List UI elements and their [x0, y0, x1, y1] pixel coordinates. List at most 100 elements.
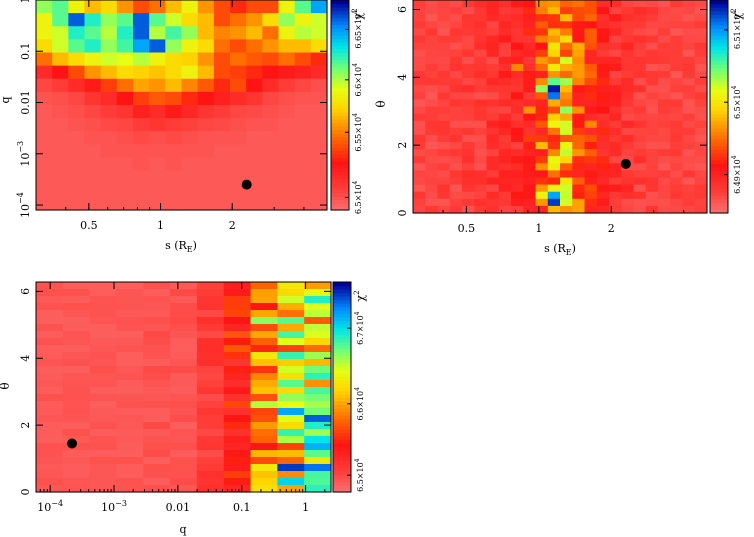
heatmap-cell: [170, 457, 198, 465]
heatmap-cell: [609, 35, 622, 44]
heatmap-cell: [633, 14, 647, 22]
heatmap-cell: [278, 65, 296, 80]
colorbar-segment: [710, 145, 728, 150]
colorbar-segment: [710, 138, 728, 143]
heatmap-cell: [84, 183, 102, 198]
heatmap-cell: [62, 415, 91, 423]
heatmap-cell: [52, 105, 69, 119]
heatmap-cell: [621, 71, 635, 79]
heatmap-cell: [596, 42, 610, 51]
heatmap-cell: [596, 205, 610, 214]
heatmap-cell: [170, 324, 198, 332]
colorbar-segment: [333, 303, 351, 308]
colorbar-segment: [333, 436, 351, 441]
heatmap-cell: [181, 157, 199, 172]
heatmap-cell: [89, 457, 118, 465]
x-tick-label: 0.5: [458, 222, 476, 235]
colorbar-segment: [333, 488, 351, 493]
heatmap-cell: [572, 120, 586, 129]
heatmap-cell: [223, 436, 252, 444]
heatmap-cell: [596, 63, 610, 72]
heatmap-cell: [196, 366, 225, 374]
heatmap-cell: [609, 63, 622, 72]
heatmap-cell: [425, 85, 439, 93]
y-tick-label: 4: [19, 355, 32, 362]
heatmap-cell: [149, 91, 166, 106]
heatmap-cell: [230, 118, 247, 132]
heatmap-cell: [230, 144, 247, 159]
heatmap-cell: [89, 310, 118, 318]
heatmap-cell: [170, 282, 198, 290]
heatmap-cell: [133, 196, 150, 211]
colorbar-tick-label: 6.5×104: [731, 85, 743, 119]
heatmap-cell: [547, 205, 561, 214]
heatmap-cell: [250, 471, 278, 479]
heatmap-cell: [181, 131, 199, 145]
heatmap-cell: [498, 156, 512, 164]
heatmap-cell: [116, 352, 144, 360]
heatmap-cell: [149, 65, 166, 80]
heatmap-cell: [486, 156, 500, 164]
colorbar-segment: [710, 7, 728, 12]
heatmap-cell: [511, 127, 524, 136]
heatmap-cell: [609, 71, 622, 79]
heatmap-cell: [523, 149, 537, 157]
heatmap-cell: [116, 52, 134, 67]
heatmap-cell: [143, 387, 171, 395]
heatmap-cell: [498, 92, 512, 100]
heatmap-cell: [213, 157, 231, 172]
colorbar-tick-label: 6.6×104: [354, 387, 366, 421]
heatmap-cell: [196, 464, 225, 472]
heatmap-cell: [523, 21, 537, 29]
heatmap-cell: [584, 92, 598, 100]
heatmap-cell: [262, 52, 280, 67]
heatmap-cell: [425, 198, 439, 207]
heatmap-cell: [523, 156, 537, 164]
heatmap-cell: [116, 478, 144, 486]
heatmap-cell: [310, 183, 328, 198]
heatmap-cell: [596, 56, 610, 65]
heatmap-cell: [197, 13, 215, 27]
heatmap-cell: [437, 78, 451, 86]
heatmap-cell: [462, 156, 475, 164]
heatmap-cell: [511, 7, 524, 15]
heatmap-cell: [277, 352, 305, 360]
heatmap-cell: [278, 157, 296, 172]
colorbar-segment: [710, 131, 728, 136]
heatmap-cell: [547, 113, 561, 122]
heatmap-cell: [143, 429, 171, 437]
heatmap-cell: [596, 163, 610, 171]
heatmap-cell: [511, 184, 524, 193]
colorbar-segment: [710, 195, 728, 200]
heatmap-cell: [62, 443, 91, 451]
heatmap-cell: [547, 106, 561, 115]
heatmap-cell: [523, 28, 537, 37]
heatmap-cell: [584, 127, 598, 136]
colorbar-segment: [331, 14, 349, 19]
heatmap-cell: [36, 436, 64, 444]
heatmap-cell: [535, 56, 549, 65]
heatmap-cell: [523, 163, 537, 171]
colorbar-segment: [333, 362, 351, 367]
heatmap-cell: [197, 39, 215, 54]
heatmap-cell: [62, 478, 91, 486]
heatmap-cell: [560, 184, 573, 193]
heatmap-cells: [36, 282, 332, 493]
heatmap-cell: [143, 478, 171, 486]
heatmap-cell: [310, 78, 328, 93]
heatmap-cell: [143, 359, 171, 367]
heatmap-cell: [633, 71, 647, 79]
heatmap-cell: [89, 380, 118, 388]
heatmap-cell: [413, 78, 426, 86]
heatmap-cell: [670, 149, 684, 157]
heatmap-cell: [213, 0, 231, 14]
heatmap-cell: [547, 149, 561, 157]
heatmap-cell: [246, 118, 263, 132]
heatmap-cell: [213, 118, 231, 132]
heatmap-cell: [535, 127, 549, 136]
heatmap-cell: [535, 21, 549, 29]
colorbar-segment: [331, 157, 349, 162]
heatmap-cell: [560, 63, 573, 72]
